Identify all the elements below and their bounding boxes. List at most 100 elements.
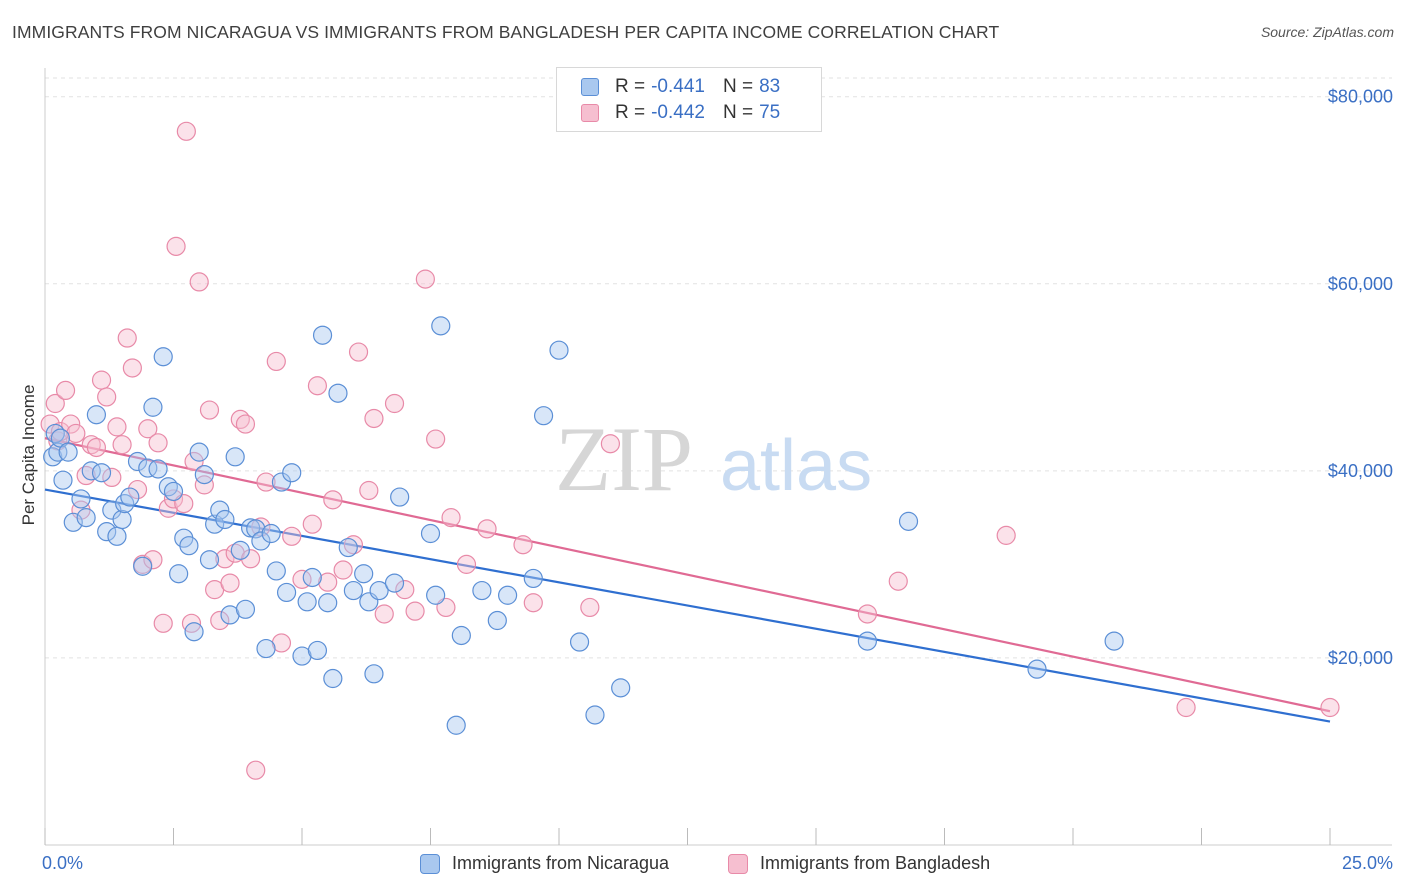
- legend-label-nicaragua: Immigrants from Nicaragua: [452, 853, 670, 873]
- point-bangladesh: [523, 593, 543, 613]
- point-nicaragua: [302, 567, 322, 588]
- point-bangladesh: [256, 472, 276, 492]
- axes: [44, 68, 1392, 846]
- point-nicaragua: [138, 458, 158, 478]
- legend-r-value: -0.442: [651, 102, 705, 123]
- point-bangladesh: [61, 414, 81, 434]
- point-bangladesh: [148, 433, 168, 453]
- point-nicaragua: [364, 664, 384, 684]
- point-nicaragua: [390, 487, 410, 507]
- point-nicaragua: [97, 522, 117, 542]
- point-bangladesh: [374, 604, 394, 624]
- point-bangladesh: [415, 269, 435, 289]
- point-bangladesh: [184, 451, 204, 472]
- legend-n-label: N =: [722, 76, 754, 97]
- x-tick-label: 25.0%: [1342, 853, 1393, 873]
- legend-item-bangladesh[interactable]: Immigrants from Bangladesh: [728, 853, 990, 874]
- y-tick-label: $40,000: [1328, 461, 1393, 481]
- point-nicaragua: [107, 526, 127, 546]
- legend-n-label: N =: [722, 102, 754, 123]
- watermark: ZIP atlas: [555, 408, 872, 510]
- point-nicaragua: [71, 489, 91, 509]
- point-bangladesh: [343, 535, 363, 555]
- point-bangladesh: [888, 571, 908, 591]
- point-nicaragua: [549, 340, 569, 360]
- series-legend: Immigrants from Nicaragua Immigrants fro…: [0, 853, 1406, 879]
- point-bangladesh: [143, 550, 163, 570]
- point-nicaragua: [53, 470, 73, 490]
- point-bangladesh: [318, 572, 338, 592]
- point-bangladesh: [456, 554, 477, 574]
- correlation-legend: R = -0.441 N = 83 R = -0.442 N = 75: [556, 67, 822, 132]
- point-nicaragua: [194, 464, 214, 485]
- legend-r-value: -0.441: [651, 76, 705, 97]
- point-nicaragua: [1027, 659, 1047, 679]
- point-bangladesh: [359, 480, 379, 501]
- point-bangladesh: [97, 387, 117, 407]
- point-nicaragua: [235, 599, 256, 619]
- point-nicaragua: [611, 678, 631, 698]
- chart-title: IMMIGRANTS FROM NICARAGUA VS IMMIGRANTS …: [12, 22, 1000, 42]
- point-nicaragua: [472, 580, 492, 601]
- point-nicaragua: [354, 564, 374, 584]
- point-nicaragua: [523, 568, 543, 589]
- point-nicaragua: [343, 580, 363, 601]
- point-nicaragua: [86, 405, 107, 425]
- point-nicaragua: [312, 325, 333, 345]
- point-nicaragua: [225, 447, 245, 467]
- point-bangladesh: [857, 604, 878, 624]
- point-nicaragua: [143, 397, 163, 417]
- legend-swatch-nicaragua: [581, 78, 599, 96]
- point-bangladesh: [405, 601, 425, 621]
- legend-item-nicaragua[interactable]: Immigrants from Nicaragua: [420, 853, 669, 874]
- point-bangladesh: [215, 549, 235, 569]
- point-nicaragua: [261, 523, 281, 544]
- point-bangladesh: [66, 423, 86, 444]
- point-bangladesh: [996, 525, 1016, 545]
- point-bangladesh: [395, 580, 415, 600]
- point-bangladesh: [580, 597, 600, 618]
- point-bangladesh: [307, 376, 328, 396]
- point-bangladesh: [235, 414, 256, 434]
- point-bangladesh: [282, 526, 302, 546]
- point-nicaragua: [328, 383, 348, 403]
- point-nicaragua: [199, 550, 220, 570]
- point-nicaragua: [426, 585, 446, 605]
- point-bangladesh: [91, 370, 112, 390]
- point-bangladesh: [384, 393, 405, 414]
- y-tick-label: $80,000: [1328, 87, 1393, 107]
- point-bangladesh: [441, 508, 461, 528]
- point-bangladesh: [138, 419, 158, 439]
- points-nicaragua: [43, 316, 1124, 735]
- point-nicaragua: [210, 500, 230, 520]
- point-nicaragua: [585, 705, 605, 725]
- point-bangladesh: [112, 435, 132, 455]
- point-bangladesh: [1176, 697, 1196, 718]
- point-nicaragua: [169, 564, 189, 584]
- point-bangladesh: [81, 435, 101, 455]
- point-nicaragua: [498, 585, 518, 605]
- point-nicaragua: [857, 631, 878, 651]
- point-nicaragua: [369, 580, 389, 601]
- points-bangladesh: [40, 121, 1340, 780]
- point-bangladesh: [210, 610, 230, 631]
- point-nicaragua: [1104, 631, 1124, 651]
- point-bangladesh: [513, 535, 533, 555]
- legend-label-bangladesh: Immigrants from Bangladesh: [760, 853, 991, 873]
- source-credit: Source: ZipAtlas.com: [1260, 24, 1394, 40]
- point-nicaragua: [189, 442, 209, 462]
- point-bangladesh: [333, 560, 353, 580]
- point-nicaragua: [184, 622, 204, 642]
- point-nicaragua: [898, 511, 919, 531]
- y-axis-label: Per Capita Income: [19, 385, 38, 526]
- point-bangladesh: [153, 613, 173, 633]
- point-nicaragua: [179, 536, 199, 556]
- point-nicaragua: [58, 442, 78, 462]
- point-nicaragua: [266, 561, 286, 581]
- point-nicaragua: [148, 459, 168, 479]
- watermark-zip: ZIP: [555, 408, 693, 510]
- point-bangladesh: [266, 351, 286, 372]
- point-bangladesh: [246, 760, 266, 780]
- point-nicaragua: [338, 537, 358, 558]
- point-nicaragua: [63, 512, 83, 532]
